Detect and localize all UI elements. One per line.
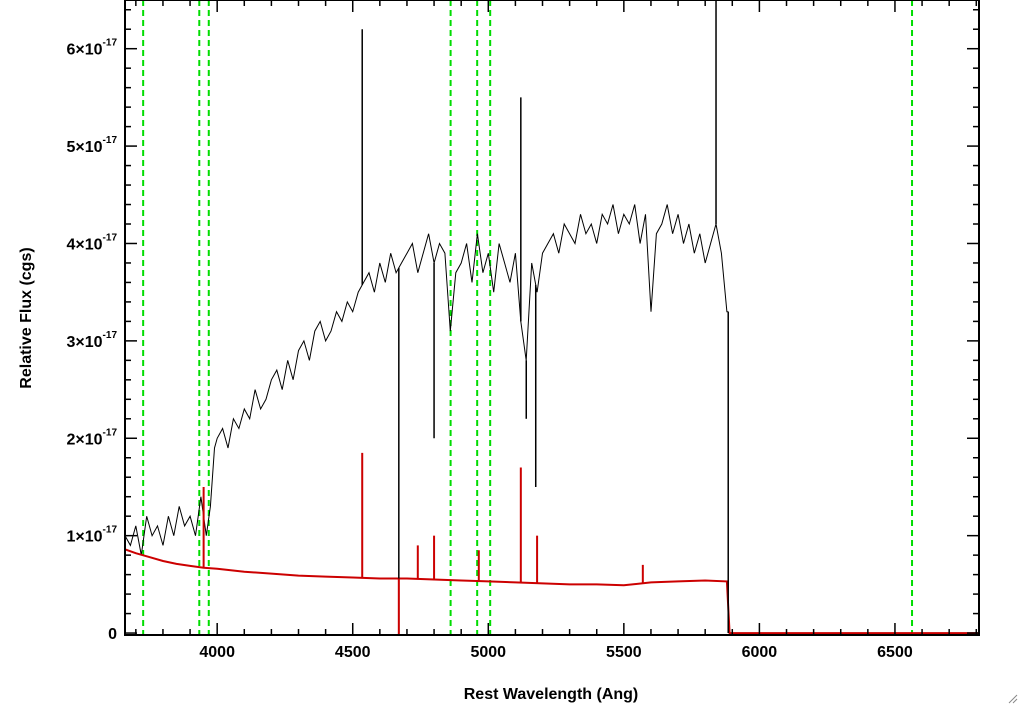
resize-grip-icon[interactable] — [1006, 692, 1018, 704]
plot-content — [124, 0, 979, 635]
y-tick-label: 4×10-17 — [67, 232, 118, 253]
x-tick-label: 4000 — [199, 644, 235, 661]
x-axis-title: Rest Wavelength (Ang) — [464, 686, 639, 703]
y-tick-label: 6×10-17 — [67, 38, 118, 59]
series-line-0 — [124, 204, 729, 556]
y-tick-label: 1×10-17 — [67, 525, 118, 546]
series-line-1 — [124, 548, 979, 635]
y-tick-label: 5×10-17 — [67, 135, 118, 156]
y-tick-label: 2×10-17 — [67, 427, 118, 448]
plot-frame — [124, 0, 980, 636]
y-tick-label: 0 — [108, 626, 117, 643]
x-tick-label: 6500 — [877, 644, 913, 661]
x-tick-label: 5500 — [606, 644, 642, 661]
x-tick-label: 4500 — [335, 644, 371, 661]
axis-ticks: 4000 4500 5000 5500 6000 6500 0 1×10-17 2×10-17 3… — [67, 0, 979, 661]
x-tick-label: 5000 — [470, 644, 506, 661]
y-tick-label: 3×10-17 — [67, 330, 118, 351]
y-axis-title: Relative Flux (cgs) — [18, 247, 35, 388]
x-tick-label: 6000 — [742, 644, 778, 661]
